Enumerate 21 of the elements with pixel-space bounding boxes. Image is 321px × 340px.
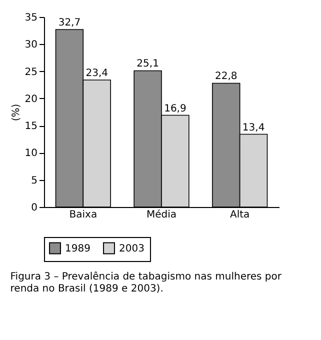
y-tick-label: 10	[24, 148, 38, 160]
y-axis-title: (%)	[10, 104, 22, 122]
text: 23,4	[86, 68, 108, 79]
y-tick-label: 30	[24, 40, 38, 51]
y-tick-label: 0	[31, 202, 38, 214]
text: 22,8	[214, 71, 238, 82]
y-tick-label: 5	[31, 175, 38, 186]
legend-label: 2003	[119, 243, 144, 254]
text: Figura 3 – Prevalência de tabagismo nas mulheres por renda no Brasil (1989 e 2003).	[10, 272, 282, 294]
y-tick-label: 20	[24, 94, 38, 105]
x-tick-label: Baixa	[69, 210, 98, 220]
legend-label: 1989	[65, 243, 90, 254]
y-tick-label: 35	[24, 12, 38, 24]
text: 13,4	[242, 122, 265, 134]
x-tick-label: Alta	[230, 210, 250, 220]
text: 32,7	[58, 17, 81, 28]
text: 25,1	[136, 58, 159, 70]
y-tick-label: 25	[24, 66, 38, 78]
y-tick-label: 15	[24, 121, 38, 132]
text: 16,9	[164, 103, 186, 114]
x-tick-label: Média	[146, 210, 177, 220]
